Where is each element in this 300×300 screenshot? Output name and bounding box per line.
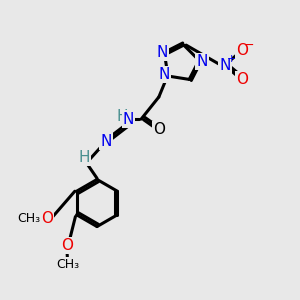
Text: O: O [236, 43, 248, 58]
Text: N: N [158, 67, 169, 82]
Text: CH₃: CH₃ [18, 212, 41, 225]
Text: CH₃: CH₃ [56, 258, 79, 271]
Text: N: N [196, 54, 208, 69]
Text: N: N [219, 58, 231, 73]
Text: +: + [226, 54, 236, 64]
Text: O: O [236, 72, 248, 87]
Text: O: O [61, 238, 74, 253]
Text: N: N [156, 45, 167, 60]
Text: N: N [123, 112, 134, 127]
Text: H: H [79, 150, 90, 165]
Text: O: O [41, 211, 53, 226]
Text: N: N [100, 134, 112, 149]
Text: −: − [243, 39, 254, 52]
Text: O: O [153, 122, 165, 137]
Text: H: H [117, 109, 128, 124]
